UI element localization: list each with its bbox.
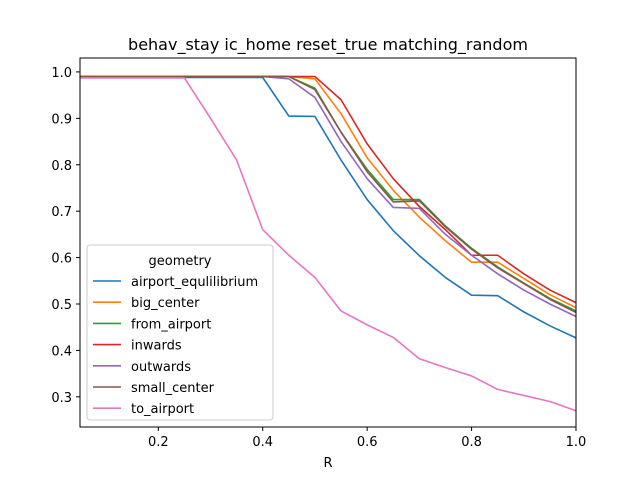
x-tick-label: 0.8	[461, 435, 482, 450]
y-tick-label: 0.8	[51, 159, 72, 174]
y-tick-label: 0.7	[51, 205, 72, 220]
x-tick-label: 1.0	[566, 435, 587, 450]
legend-entry: airport_equlilibrium	[131, 275, 258, 290]
plot-lines	[80, 75, 577, 412]
legend-entry: from_airport	[131, 317, 211, 332]
y-tick-label: 0.9	[51, 112, 72, 127]
legend-entry: big_center	[131, 296, 200, 311]
y-tick-label: 0.6	[51, 252, 72, 267]
legend-entry: small_center	[131, 381, 215, 396]
y-axis: 0.3 0.4 0.5 0.6 0.7 0.8 0.9 1.0	[51, 66, 80, 406]
legend-entry: outwards	[131, 360, 191, 375]
y-tick-label: 0.5	[51, 298, 72, 313]
plot-frame	[79, 57, 577, 428]
legend-entry: to_airport	[131, 402, 194, 417]
legend-entry: inwards	[131, 339, 182, 354]
y-tick-label: 1.0	[51, 66, 72, 81]
legend: geometry airport_equlilibrium big_centerf…	[86, 244, 274, 421]
series-line-to-airport	[80, 77, 577, 412]
y-tick-label: 0.3	[51, 391, 72, 406]
x-axis: 0.2 0.4 0.6 0.8 1.0	[148, 427, 586, 450]
x-axis-label: R	[323, 456, 332, 471]
x-tick-label: 0.4	[252, 435, 273, 450]
legend-title: geometry	[148, 254, 211, 269]
series-line-small-center	[80, 75, 577, 314]
y-tick-label: 0.4	[51, 344, 72, 359]
chart-title: behav_stay ic_home reset_true matching_r…	[128, 35, 528, 55]
legend-box	[86, 244, 274, 421]
x-tick-label: 0.2	[148, 435, 169, 450]
x-tick-label: 0.6	[357, 435, 378, 450]
